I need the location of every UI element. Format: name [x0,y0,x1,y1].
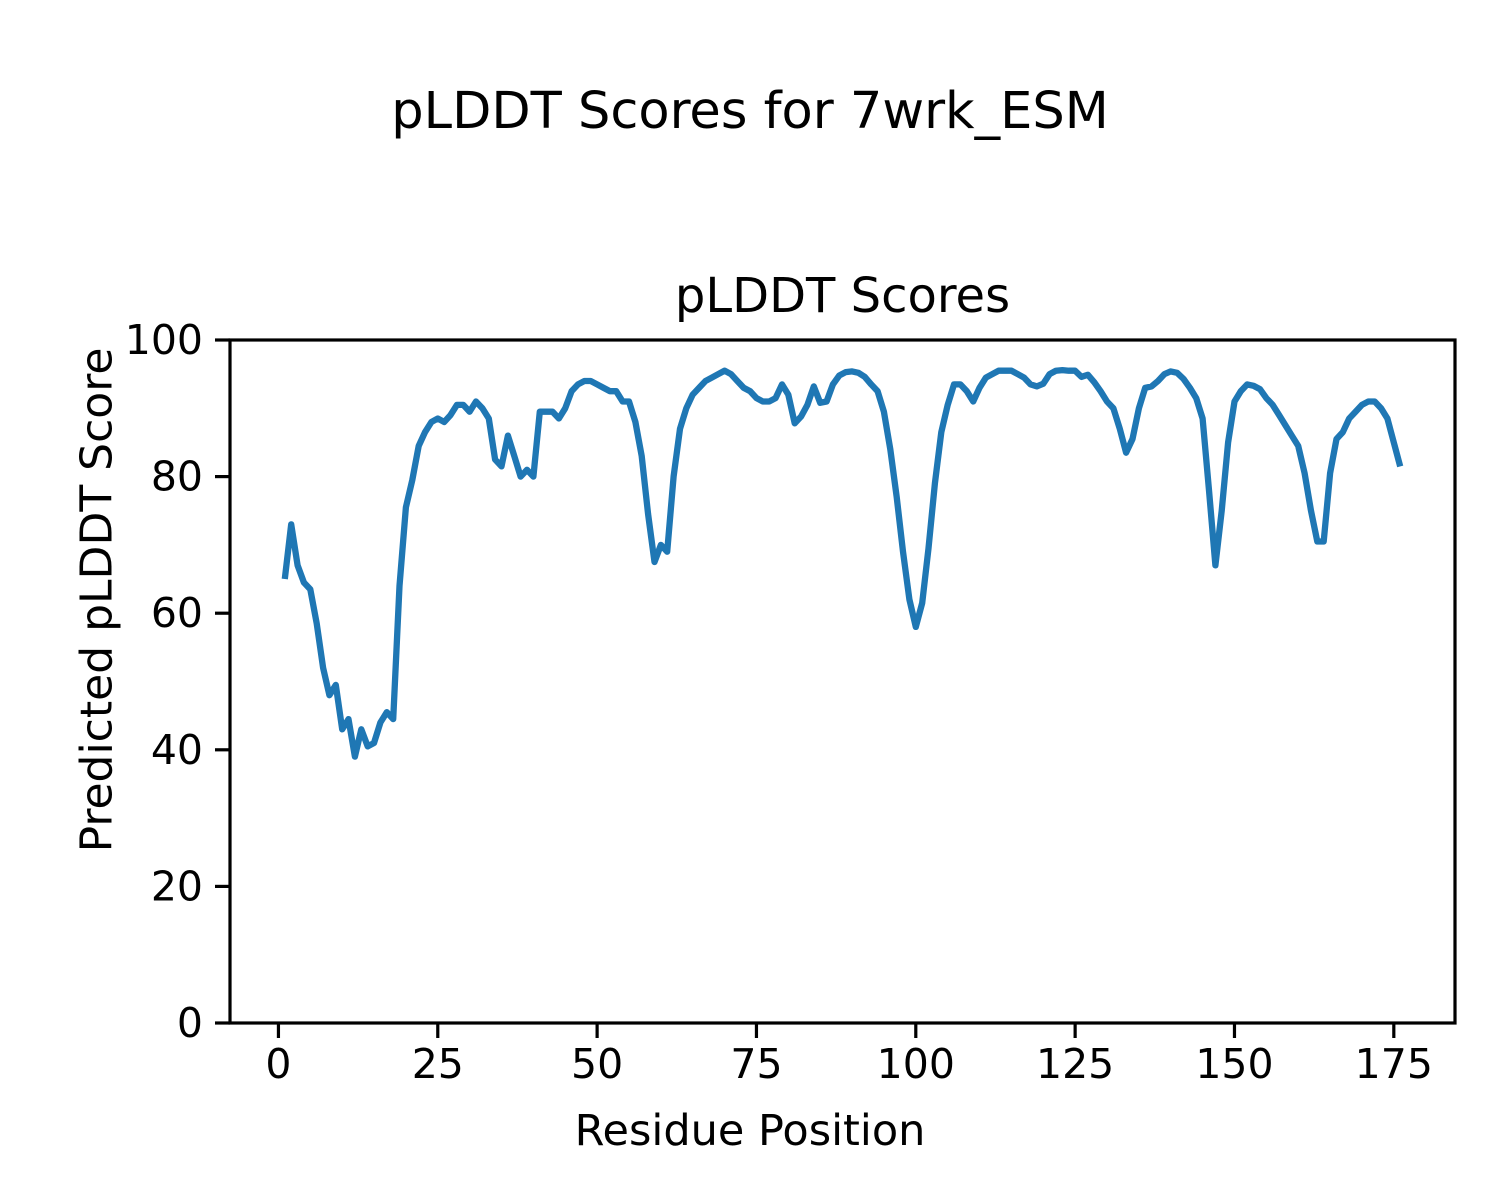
x-tick-label: 75 [730,1040,782,1088]
axes-title: pLDDT Scores [674,268,1011,324]
y-tick-label: 60 [151,589,203,637]
x-tick-label: 150 [1195,1040,1273,1088]
y-tick-label: 40 [151,726,203,774]
x-tick-label: 100 [877,1040,955,1088]
x-axis-label: Residue Position [574,1106,926,1156]
plddt-line [281,366,1404,760]
x-tick-label: 50 [571,1040,623,1088]
y-axis-label: Predicted pLDDT Score [71,347,123,853]
y-tick-label: 80 [151,453,203,501]
figure-title: pLDDT Scores for 7wrk_ESM [391,82,1109,141]
x-tick-label: 175 [1355,1040,1433,1088]
axes-spines [228,338,1457,1025]
y-tick-label: 20 [151,862,203,910]
x-tick-label: 0 [265,1040,291,1088]
x-tick-label: 25 [412,1040,464,1088]
x-tick-label: 125 [1036,1040,1114,1088]
y-tick-label: 0 [177,999,203,1047]
y-tick-label: 100 [125,316,203,364]
